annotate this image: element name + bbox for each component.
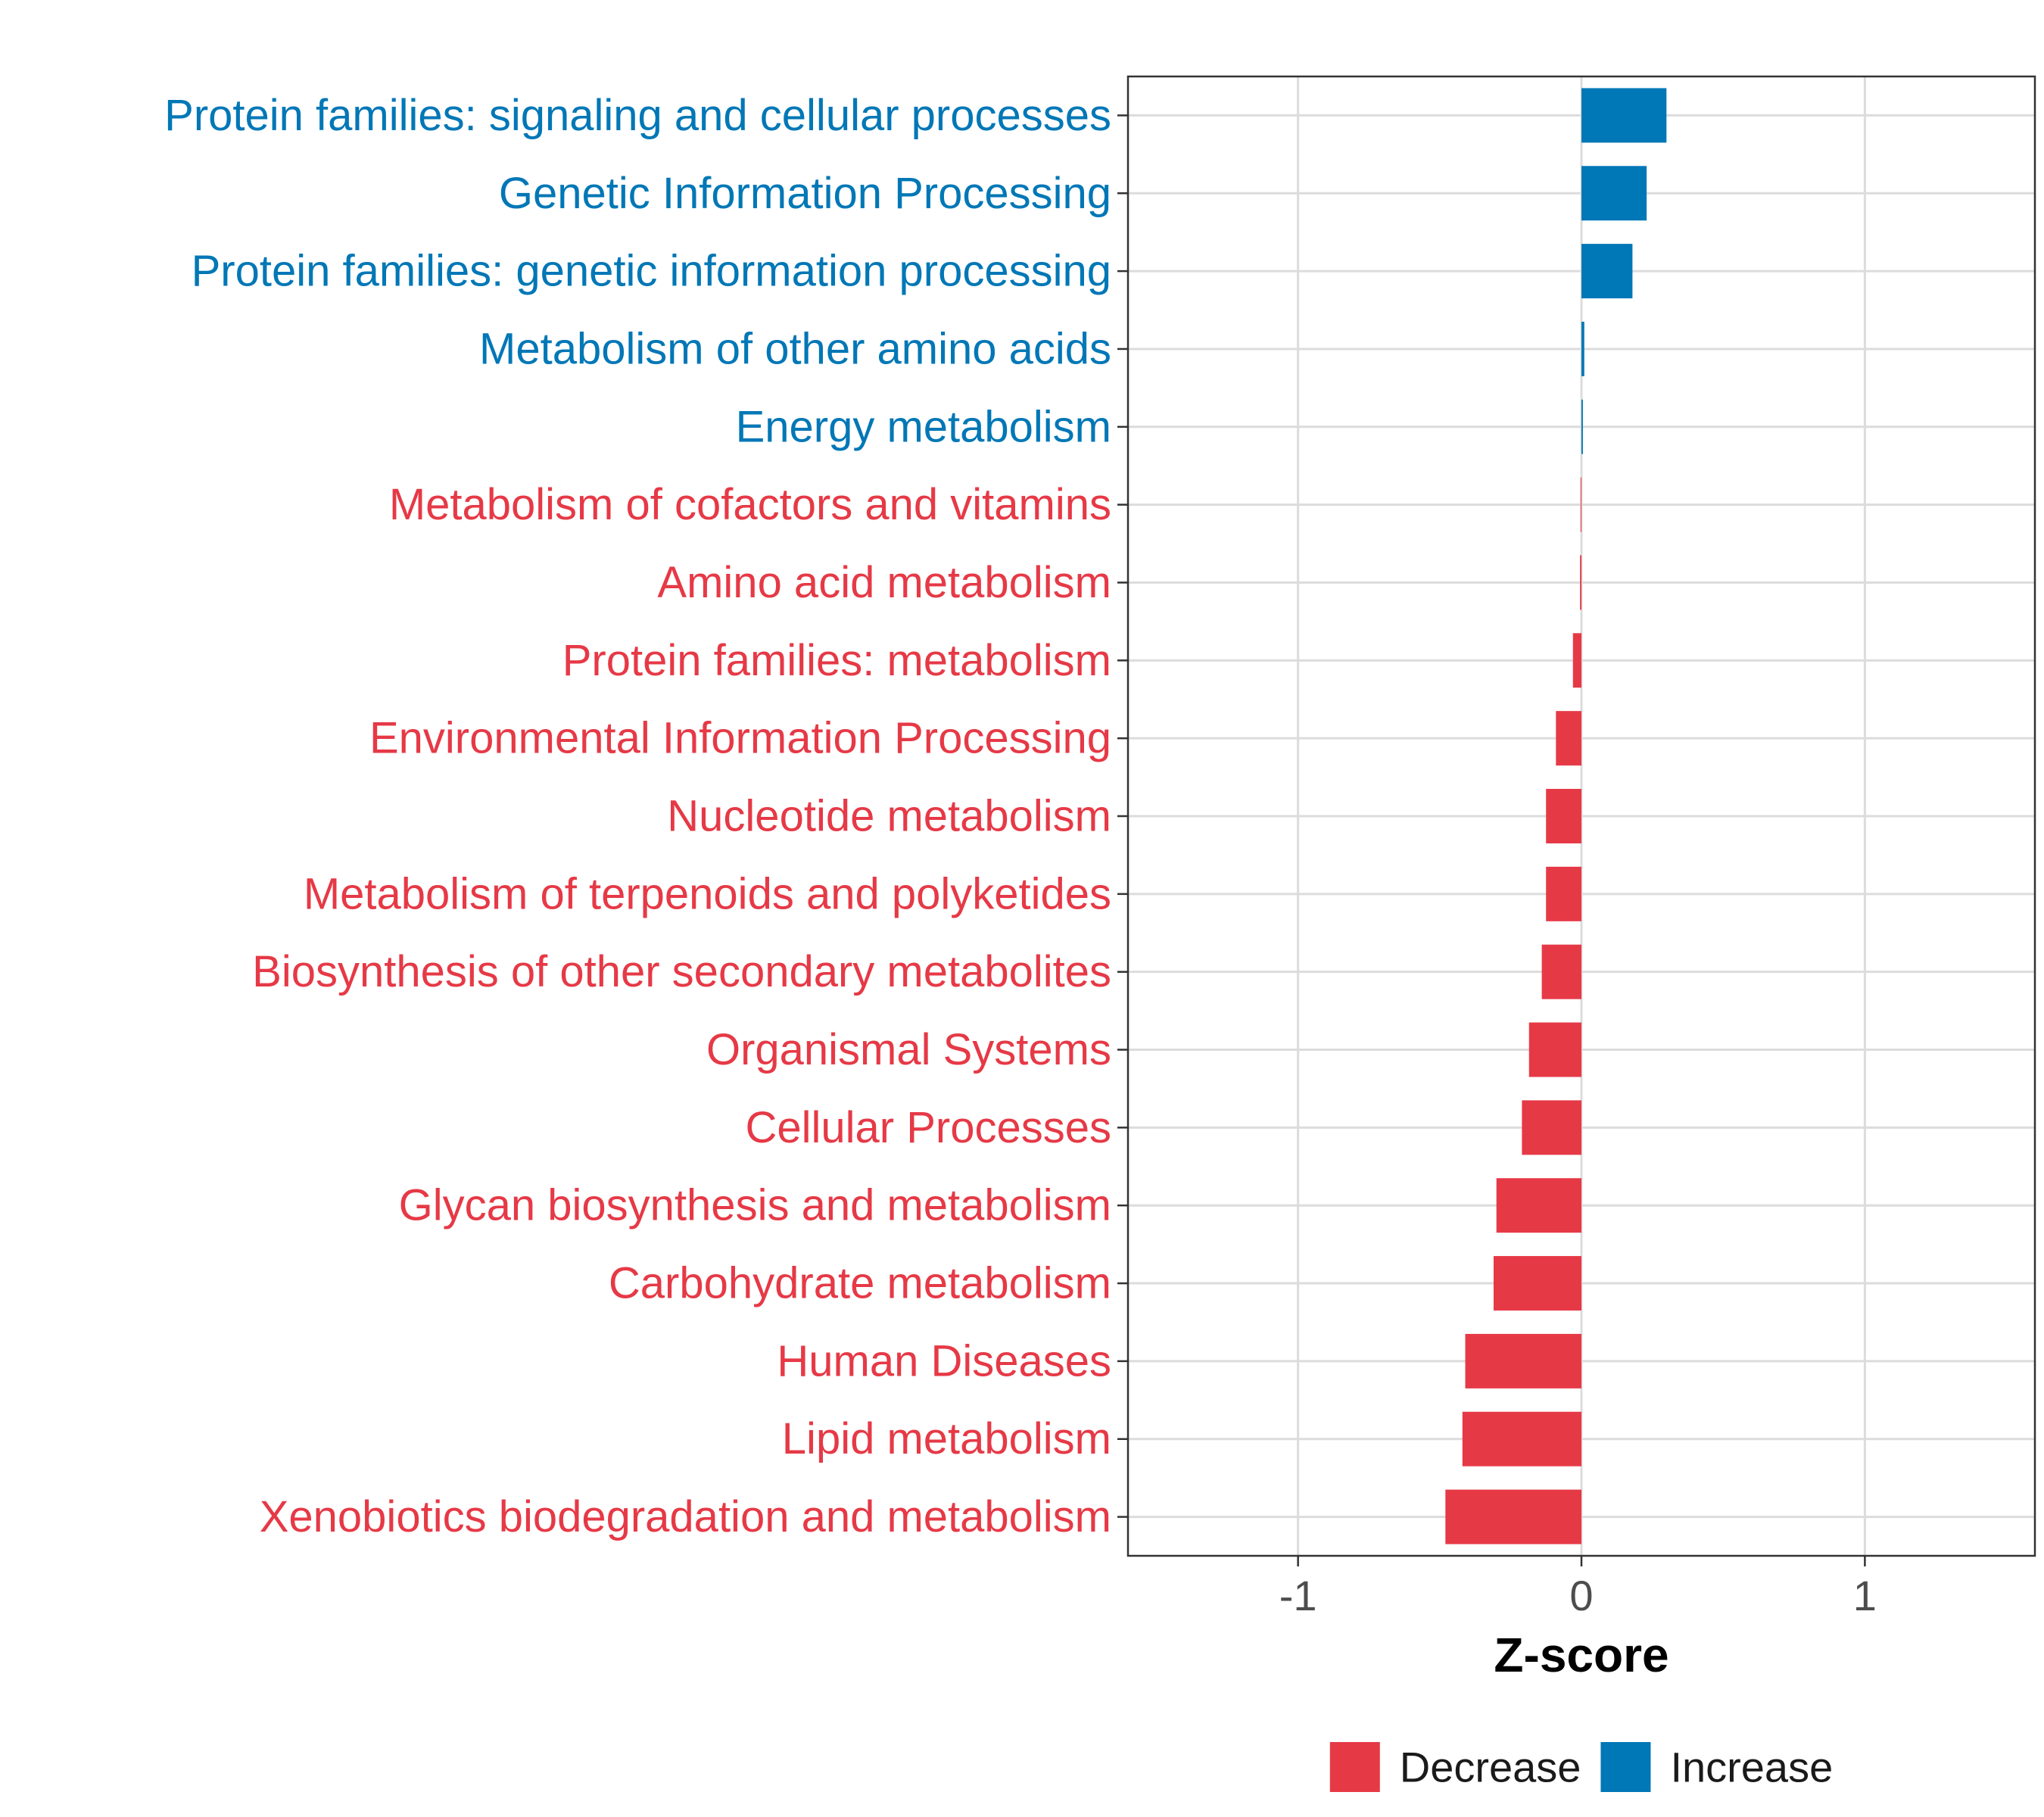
x-axis-title: Z-score (1494, 1628, 1669, 1682)
bar (1522, 1100, 1581, 1155)
y-tick-label: Metabolism of other amino acids (479, 324, 1111, 373)
x-axis-ticks: -1 0 1 (1279, 1556, 1877, 1619)
bar (1556, 711, 1581, 766)
legend-key-increase (1600, 1742, 1651, 1792)
y-tick-label: Biosynthesis of other secondary metaboli… (252, 947, 1111, 996)
y-tick-label: Carbohydrate metabolism (609, 1259, 1111, 1308)
x-tick-label: -1 (1279, 1572, 1317, 1619)
bar (1528, 1022, 1581, 1077)
y-tick-label: Protein families: metabolism (562, 636, 1111, 685)
y-axis-labels: Protein families: signaling and cellular… (164, 91, 1111, 1541)
bar (1581, 166, 1647, 221)
bar (1581, 321, 1584, 376)
y-tick-label: Nucleotide metabolism (667, 792, 1111, 841)
y-tick-label: Metabolism of cofactors and vitamins (389, 480, 1111, 529)
y-tick-label: Protein families: genetic information pr… (192, 247, 1111, 296)
bar (1581, 399, 1583, 454)
bar (1546, 789, 1581, 843)
bar (1546, 866, 1581, 921)
bar (1581, 88, 1667, 143)
y-tick-label: Lipid metabolism (782, 1414, 1111, 1463)
legend: Decrease Increase (1329, 1742, 1833, 1792)
y-tick-label: Human Diseases (777, 1336, 1111, 1385)
y-tick-label: Amino acid metabolism (657, 558, 1111, 607)
legend-label-increase: Increase (1670, 1744, 1833, 1791)
y-tick-label: Metabolism of terpenoids and polyketides (304, 869, 1111, 918)
bar (1496, 1178, 1581, 1233)
y-axis-ticks (1117, 114, 1128, 1518)
bar (1493, 1256, 1581, 1311)
y-tick-label: Cellular Processes (745, 1103, 1111, 1152)
legend-label-decrease: Decrease (1400, 1744, 1581, 1791)
y-tick-label: Xenobiotics biodegradation and metabolis… (260, 1492, 1111, 1541)
bar (1462, 1411, 1581, 1466)
x-tick-label: 1 (1853, 1572, 1877, 1619)
bars (1445, 88, 1667, 1544)
legend-key-decrease (1329, 1742, 1380, 1792)
bar (1580, 555, 1581, 610)
y-tick-label: Organismal Systems (706, 1025, 1111, 1074)
y-tick-label: Glycan biosynthesis and metabolism (399, 1181, 1111, 1230)
y-tick-label: Protein families: signaling and cellular… (164, 91, 1111, 140)
x-tick-label: 0 (1569, 1572, 1593, 1619)
bar (1541, 944, 1581, 999)
y-tick-label: Environmental Information Processing (369, 714, 1111, 763)
bar (1572, 633, 1581, 688)
bar (1445, 1489, 1581, 1544)
y-tick-label: Energy metabolism (736, 402, 1111, 451)
y-tick-label: Genetic Information Processing (499, 169, 1111, 218)
bar (1581, 244, 1633, 299)
bar (1465, 1333, 1581, 1388)
